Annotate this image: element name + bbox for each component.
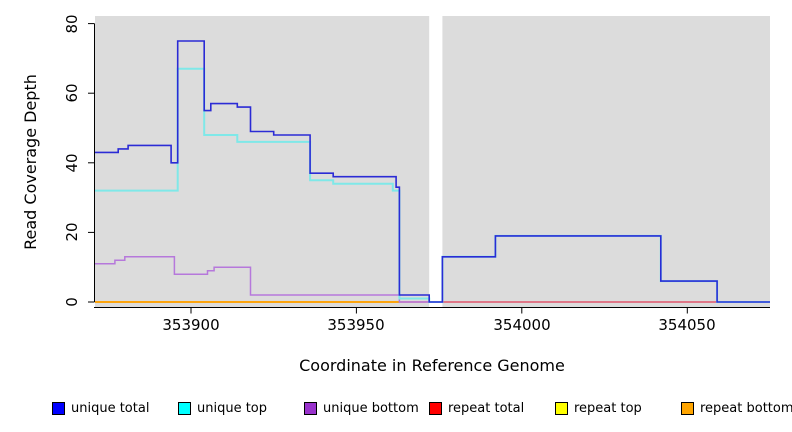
y-axis-title: Read Coverage Depth <box>21 74 40 250</box>
legend-label: repeat total <box>448 400 525 416</box>
legend-label: repeat bottom <box>700 400 792 416</box>
y-tick-label-40: 40 <box>63 153 81 173</box>
x-tick-label-354050: 354050 <box>658 316 716 334</box>
x-axis-title: Coordinate in Reference Genome <box>299 356 565 375</box>
legend-label: unique total <box>71 400 150 416</box>
repeat-bottom-swatch-icon <box>681 401 694 415</box>
x-tick-label-354000: 354000 <box>493 316 551 334</box>
legend-label: unique bottom <box>323 400 419 416</box>
x-tick-label-353950: 353950 <box>327 316 385 334</box>
legend-item-unique-top: unique top <box>178 398 267 418</box>
legend-label: unique top <box>197 400 268 416</box>
y-tick-label-80: 80 <box>63 14 81 34</box>
repeat-total-swatch-icon <box>429 401 442 415</box>
legend-label: repeat top <box>574 400 642 416</box>
legend-item-repeat-bottom: repeat bottom <box>681 398 792 418</box>
x-tick-label-353900: 353900 <box>162 316 220 334</box>
unique-bottom-swatch-icon <box>304 401 317 415</box>
legend: unique total unique top unique bottom re… <box>0 398 792 422</box>
legend-item-repeat-total: repeat total <box>429 398 524 418</box>
legend-item-repeat-top: repeat top <box>555 398 642 418</box>
unique-top-swatch-icon <box>178 401 191 415</box>
legend-item-unique-total: unique total <box>52 398 149 418</box>
y-tick-label-0: 0 <box>63 297 81 307</box>
y-tick-label-60: 60 <box>63 83 81 103</box>
repeat-top-swatch-icon <box>555 401 568 415</box>
unique-total-swatch-icon <box>52 401 65 415</box>
y-tick-label-20: 20 <box>63 222 81 242</box>
legend-item-unique-bottom: unique bottom <box>304 398 419 418</box>
